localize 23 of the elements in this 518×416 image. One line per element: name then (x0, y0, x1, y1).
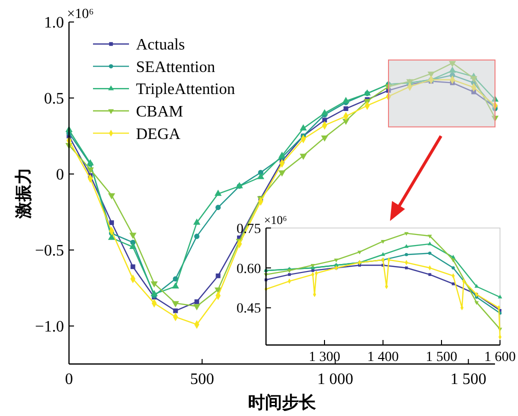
x-tick-label: 1 600 (484, 350, 516, 365)
y-tick-label: 1.0 (44, 14, 64, 32)
legend-label: DEGA (136, 126, 181, 143)
y-tick-label: 0.60 (236, 262, 261, 277)
y-tick-label: 0.5 (44, 90, 64, 108)
y-tick-label: 0 (56, 166, 64, 184)
legend-label: TripleAttention (136, 81, 235, 98)
legend-label: SEAttention (136, 58, 216, 76)
x-tick-label: 1 400 (367, 350, 399, 365)
x-tick-label: 1 500 (426, 350, 458, 365)
legend-label: Actuals (136, 36, 185, 54)
x-tick-label: 1 300 (308, 350, 340, 365)
y-tick-label: −0.5 (34, 242, 64, 260)
x-tick-label: 500 (190, 371, 214, 388)
y-tick-label: 0.45 (236, 302, 261, 317)
y-axis-title: 激振力 (14, 168, 33, 220)
x-axis-title: 时间步长 (248, 393, 317, 412)
annotation: ×10⁶ (264, 213, 287, 227)
legend-label: CBAM (136, 104, 184, 120)
x-tick-label: 1 500 (450, 371, 486, 388)
y-tick-label: −1.0 (34, 318, 64, 336)
annotation: ×10⁶ (67, 7, 94, 22)
x-tick-label: 1 000 (317, 371, 354, 388)
